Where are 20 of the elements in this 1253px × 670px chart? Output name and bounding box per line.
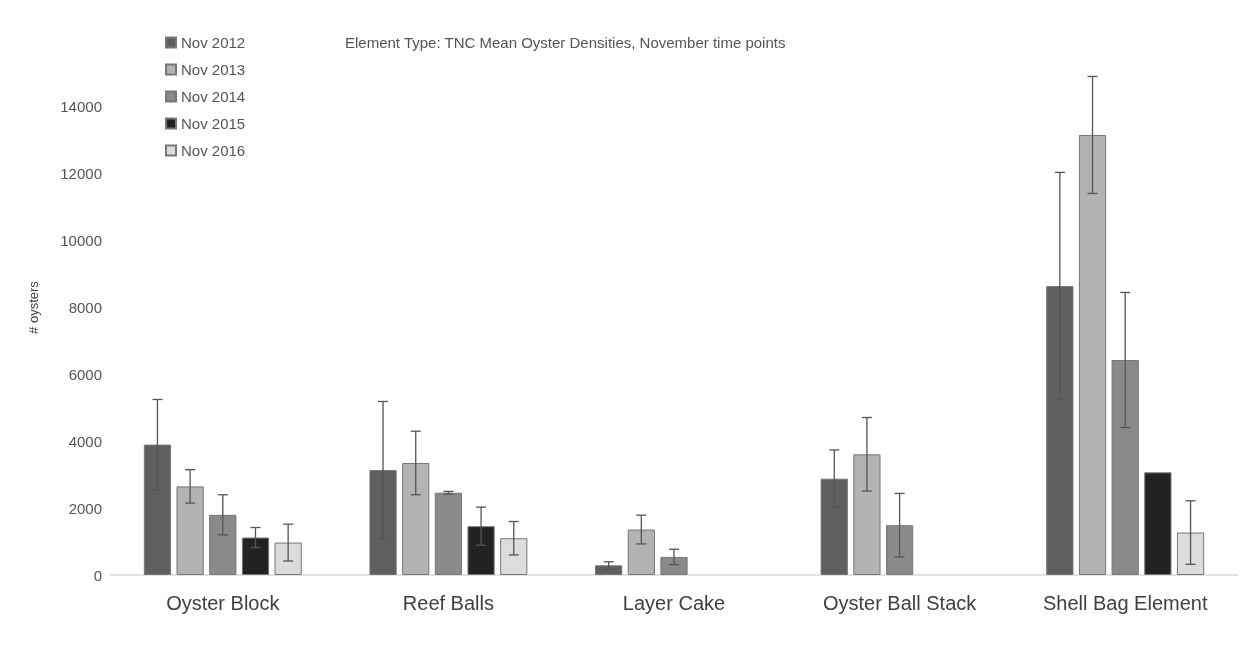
legend-label: Nov 2016 (181, 142, 246, 159)
x-tick-label: Layer Cake (622, 592, 726, 614)
x-tick-label: Reef Balls (402, 592, 494, 614)
x-tick-label: Oyster Block (166, 592, 281, 614)
y-tick-label: 2000 (68, 499, 102, 517)
legend-label: Nov 2012 (181, 34, 246, 51)
legend-label: Nov 2013 (181, 61, 246, 78)
y-tick-label: 14000 (60, 98, 102, 116)
x-tick-label: Oyster Ball Stack (822, 592, 978, 614)
y-tick-label: 8000 (68, 299, 102, 316)
y-axis-title: # oysters (26, 280, 41, 334)
x-tick-label: Shell Bag Element (1042, 592, 1208, 614)
chart-title: Element Type: TNC Mean Oyster Densities, November time points (345, 34, 786, 51)
legend-label: Nov 2014 (181, 88, 246, 105)
legend-label: Nov 2015 (181, 115, 246, 132)
y-tick-label: 10000 (60, 232, 102, 250)
y-tick-label: 6000 (68, 365, 102, 383)
y-tick-label: 12000 (60, 165, 102, 183)
y-tick-label: 0 (93, 566, 102, 584)
y-tick-label: 4000 (68, 432, 102, 450)
